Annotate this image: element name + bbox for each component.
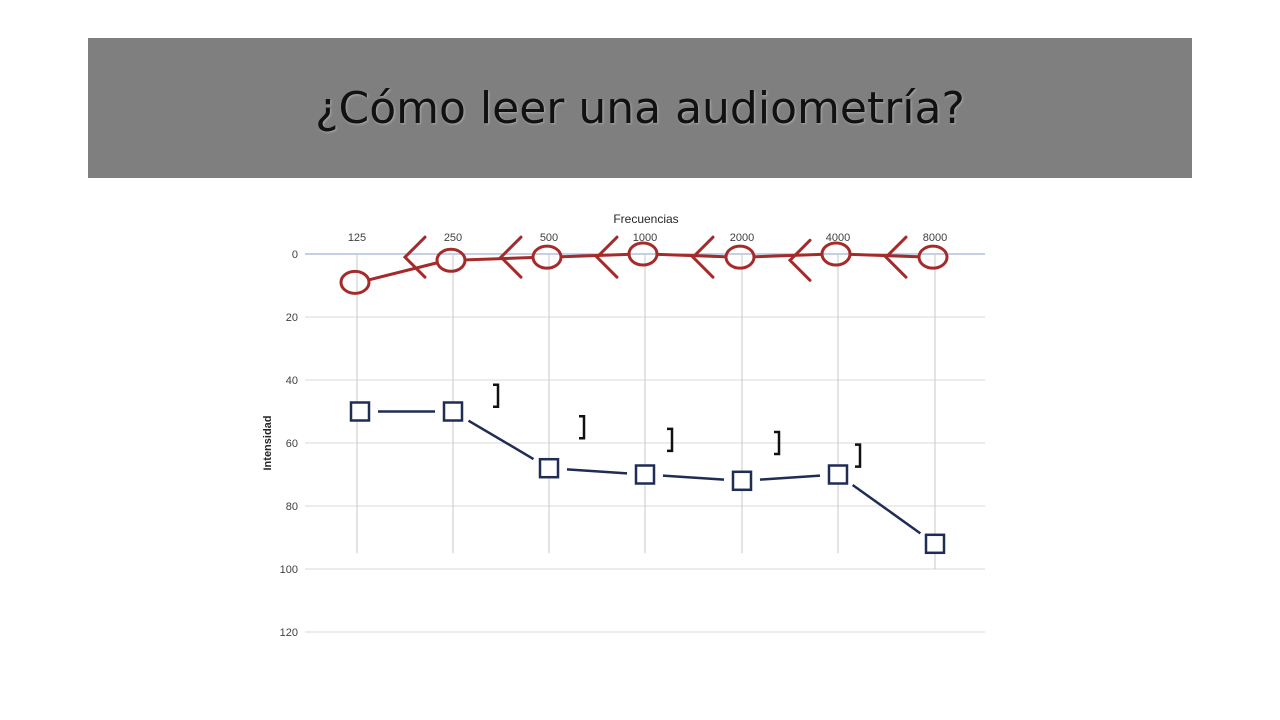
square-marker xyxy=(634,464,656,485)
circle-marker xyxy=(339,269,371,295)
circle-marker xyxy=(435,247,467,273)
arrow-marker xyxy=(787,238,812,282)
x-tick-label: 500 xyxy=(540,232,558,244)
series-layer xyxy=(339,235,949,555)
arrow-marker xyxy=(594,235,619,279)
square-marker xyxy=(827,464,849,485)
y-tick-label: 60 xyxy=(286,438,298,450)
arrow-marker xyxy=(690,235,715,279)
x-tick-label: 250 xyxy=(444,232,462,244)
square-marker xyxy=(442,401,464,422)
y-tick-label: 100 xyxy=(280,564,298,576)
bracket-marker xyxy=(667,427,674,453)
circle-marker xyxy=(724,244,756,270)
bracket-marker xyxy=(493,383,500,408)
square-marker xyxy=(538,457,560,479)
arrow-marker xyxy=(498,235,523,279)
square-marker xyxy=(731,470,753,492)
y-tick-label: 40 xyxy=(286,375,298,387)
bracket-marker xyxy=(774,430,781,456)
square-marker xyxy=(349,401,371,422)
x-tick-label: 1000 xyxy=(633,232,657,244)
circle-marker xyxy=(627,241,659,267)
circle-marker xyxy=(820,241,852,267)
x-tick-label: 2000 xyxy=(730,232,754,244)
series-square-line xyxy=(378,410,922,535)
bracket-marker xyxy=(855,443,862,468)
x-axis-title: Frecuencias xyxy=(613,212,678,226)
title-banner: ¿Cómo leer una audiometría? xyxy=(88,38,1192,178)
x-tick-labels: 125 250 500 1000 2000 4000 8000 xyxy=(348,232,947,244)
series-circle-line xyxy=(369,252,919,282)
slide-title: ¿Cómo leer una audiometría? xyxy=(315,82,965,134)
square-marker xyxy=(924,533,946,555)
x-tick-label: 4000 xyxy=(826,232,850,244)
y-tick-label: 20 xyxy=(286,312,298,324)
arrow-marker xyxy=(402,235,427,279)
circle-marker xyxy=(531,244,563,270)
circle-marker xyxy=(917,244,949,270)
x-tick-label: 8000 xyxy=(923,232,947,244)
y-axis-title: Intensidad xyxy=(262,415,274,470)
y-tick-label: 80 xyxy=(286,501,298,513)
y-tick-label: 0 xyxy=(292,249,298,261)
x-tick-label: 125 xyxy=(348,232,366,244)
grid-layer xyxy=(305,253,985,633)
bracket-marker xyxy=(579,415,586,440)
arrow-marker xyxy=(883,235,908,279)
y-tick-label: 120 xyxy=(280,627,298,639)
y-tick-labels: 0 20 40 60 80 100 120 xyxy=(280,249,298,639)
